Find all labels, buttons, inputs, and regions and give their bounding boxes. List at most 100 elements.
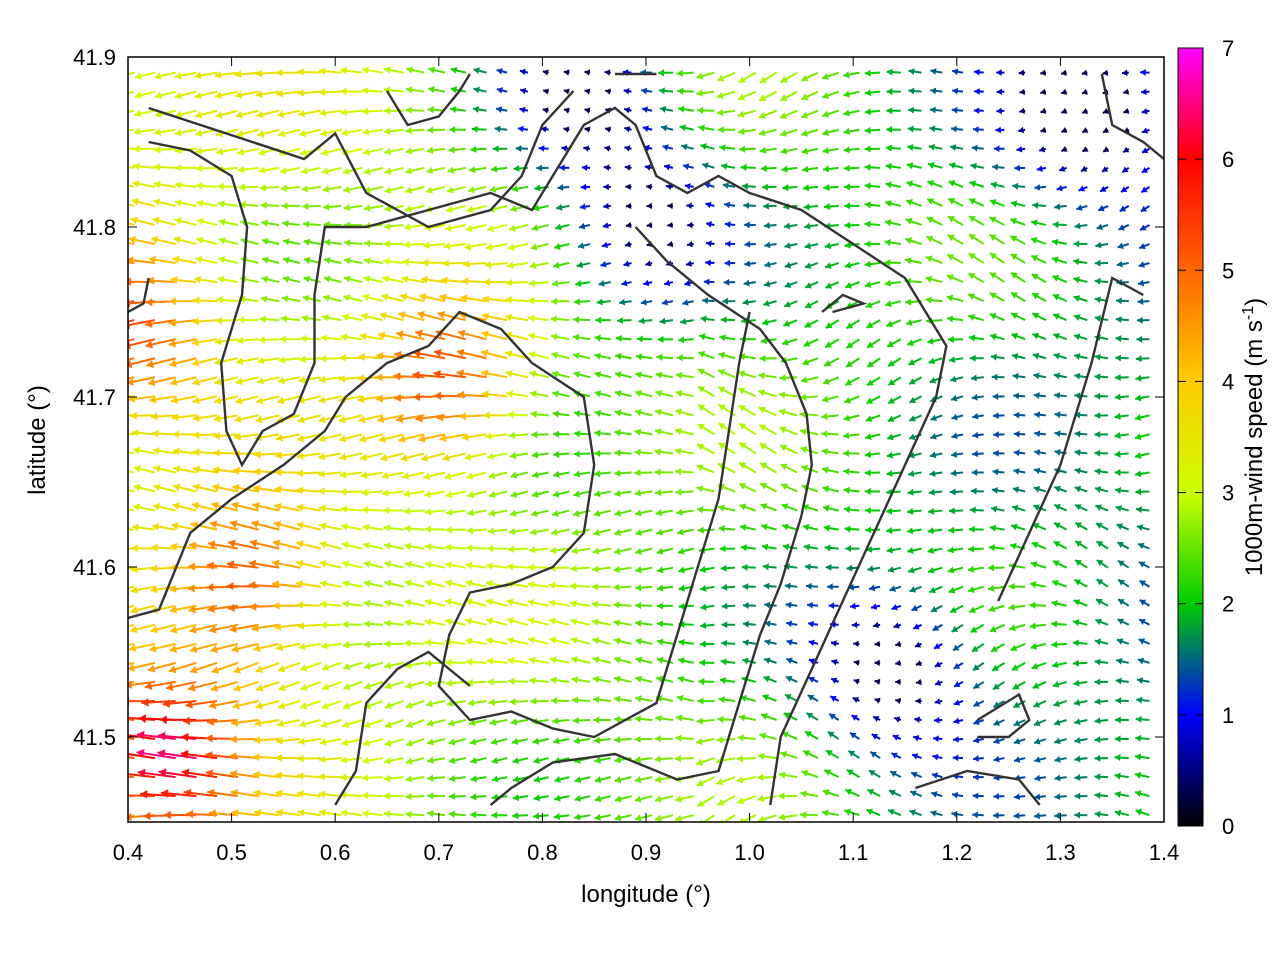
wind-arrow	[720, 814, 736, 822]
wind-arrow	[509, 451, 529, 460]
wind-arrow	[830, 640, 839, 647]
wind-arrow	[507, 243, 529, 251]
wind-arrow	[1097, 205, 1109, 212]
wind-arrow	[656, 602, 673, 610]
wind-arrow	[136, 730, 176, 741]
wind-arrow	[715, 757, 736, 765]
wind-arrow	[592, 696, 611, 704]
wind-arrow	[470, 756, 487, 765]
wind-arrow	[128, 508, 135, 512]
wind-arrow	[864, 201, 881, 209]
wind-arrow	[868, 769, 881, 778]
wind-arrow	[1031, 292, 1047, 302]
wind-arrow	[132, 446, 156, 455]
wind-arrow	[128, 528, 135, 531]
wind-arrow	[667, 202, 673, 210]
wind-arrow	[1054, 774, 1067, 782]
wind-arrow	[131, 198, 156, 207]
wind-arrow	[154, 145, 176, 154]
wind-arrow	[300, 334, 321, 343]
wind-arrow	[280, 184, 301, 192]
wind-arrow	[926, 216, 943, 226]
wind-arrow	[757, 773, 777, 782]
wind-arrow	[173, 483, 197, 493]
wind-arrow	[1034, 756, 1047, 763]
wind-arrow	[736, 754, 756, 763]
wind-arrow	[186, 809, 218, 819]
wind-arrow	[297, 808, 321, 817]
wind-arrow	[613, 547, 632, 555]
wind-arrow	[425, 185, 446, 194]
wind-arrow	[1134, 394, 1150, 402]
wind-arrow	[450, 86, 466, 94]
wind-arrow	[361, 774, 383, 782]
wind-arrow	[132, 180, 156, 188]
wind-arrow	[466, 471, 487, 480]
wind-arrow	[801, 484, 819, 493]
wind-arrow	[254, 450, 280, 459]
wind-arrow	[507, 410, 528, 419]
wind-arrow	[404, 560, 425, 569]
wind-arrow	[235, 109, 259, 119]
wind-arrow	[655, 714, 674, 723]
wind-arrow	[576, 261, 591, 269]
wind-arrow	[907, 547, 922, 554]
wind-arrow	[1134, 452, 1150, 459]
wind-arrow	[760, 503, 777, 512]
wind-arrow	[781, 523, 798, 531]
wind-arrow	[677, 87, 694, 95]
wind-arrow	[191, 357, 218, 367]
wind-arrow	[157, 731, 197, 741]
wind-arrow	[461, 277, 487, 286]
wind-arrow	[552, 737, 570, 745]
wind-arrow	[486, 637, 508, 645]
wind-arrow	[282, 275, 301, 284]
wind-arrow	[906, 338, 922, 346]
wind-arrow	[864, 240, 881, 248]
wind-arrow	[821, 466, 839, 474]
wind-arrow	[847, 749, 860, 759]
wind-arrow	[993, 737, 1005, 745]
wind-arrow	[418, 433, 446, 443]
wind-arrow	[323, 275, 342, 284]
wind-arrow	[684, 183, 694, 190]
wind-arrow	[428, 66, 446, 74]
wind-arrow	[932, 753, 943, 761]
wind-arrow	[471, 125, 487, 133]
wind-arrow	[594, 371, 612, 379]
wind-arrow	[908, 106, 922, 114]
wind-arrow	[675, 389, 694, 398]
wind-arrow	[548, 617, 570, 626]
wind-arrow	[869, 750, 881, 759]
wind-arrow	[128, 256, 156, 265]
wind-arrow	[191, 338, 218, 347]
wind-arrow	[996, 107, 1005, 115]
wind-arrow	[1094, 754, 1109, 762]
wind-arrow	[133, 465, 156, 474]
wind-arrow	[758, 372, 777, 380]
wind-arrow	[740, 694, 757, 702]
wind-arrow	[971, 393, 984, 401]
wind-arrow	[908, 395, 923, 404]
wind-arrow	[230, 788, 259, 798]
wind-arrow	[1137, 279, 1150, 287]
wind-arrow	[196, 182, 218, 190]
wind-arrow	[551, 297, 570, 306]
wind-arrow	[780, 483, 798, 493]
wind-arrow	[699, 659, 715, 667]
wind-arrow	[828, 602, 839, 610]
wind-arrow	[786, 620, 798, 628]
wind-arrow	[579, 203, 591, 210]
wind-arrow	[128, 147, 135, 150]
wind-arrow	[319, 738, 342, 746]
wind-arrow	[276, 719, 301, 728]
wind-arrow	[192, 448, 218, 457]
wind-arrow	[634, 735, 653, 743]
wind-arrow	[383, 524, 404, 532]
wind-arrow	[613, 695, 632, 703]
wind-arrow	[1034, 183, 1046, 191]
wind-arrow	[1031, 219, 1047, 227]
wind-arrow	[1094, 486, 1109, 493]
wind-arrow	[506, 390, 529, 398]
wind-arrow	[318, 452, 342, 461]
